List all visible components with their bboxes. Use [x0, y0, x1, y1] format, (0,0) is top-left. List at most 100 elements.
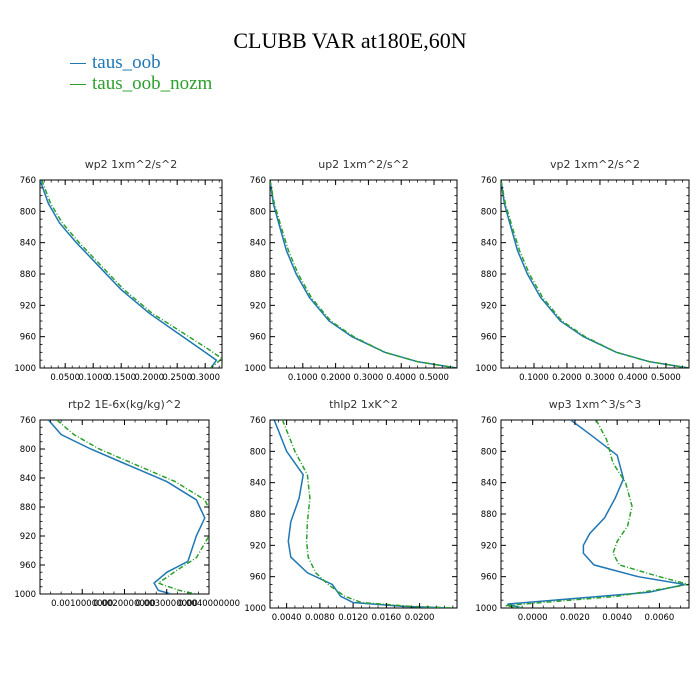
panel-3: rtp2 1E-6x(kg/kg)^2 760 800 840 880 920 960 100…	[14, 398, 240, 609]
y-tick-label: 920	[250, 541, 266, 551]
x-tick-label: 0.5000	[419, 373, 449, 383]
panel-title: vp2 1xm^2/s^2	[550, 158, 640, 171]
series-line-1	[281, 420, 457, 608]
x-tick-label: 0.0040	[602, 613, 632, 623]
y-tick-label: 760	[250, 176, 266, 186]
x-tick-label: 0.4000	[386, 373, 416, 383]
y-tick-label: 960	[481, 333, 497, 343]
y-tick-label: 800	[481, 447, 497, 457]
panel-2: vp2 1xm^2/s^2 760 800 840 880 920 960 1000 0.100…	[475, 158, 690, 383]
y-tick-label: 800	[20, 207, 36, 217]
series-line-1	[56, 420, 209, 594]
y-tick-label: 880	[20, 503, 36, 513]
y-tick-label: 800	[20, 445, 36, 455]
x-tick-label: 0.1000	[288, 373, 318, 383]
x-tick-label: 0.0200	[405, 613, 435, 623]
y-tick-label: 1000	[14, 590, 36, 600]
series-line-1	[505, 420, 689, 608]
series-line-0	[47, 420, 206, 594]
panel-1: up2 1xm^2/s^2 760 800 840 880 920 960 1000 0.100…	[244, 158, 458, 383]
series-line-0	[507, 420, 685, 608]
legend-entry-taus-oob-nozm: taus_oob_nozm	[70, 73, 212, 95]
panel-0: wp2 1xm^2/s^2 760 800 840 880 920 960 1000 0.050…	[14, 158, 223, 383]
x-tick-label: 0.4000	[618, 373, 648, 383]
plot-frame	[269, 419, 458, 609]
x-tick-label: 0.3000	[190, 373, 220, 383]
x-tick-label: 0.0030000000	[136, 599, 198, 609]
x-tick-label: 0.0160	[371, 613, 401, 623]
y-tick-label: 800	[250, 207, 266, 217]
series-line-0	[270, 180, 457, 368]
y-tick-label: 760	[250, 416, 266, 426]
series-line-0	[40, 180, 218, 368]
x-tick-label: 0.0020	[560, 613, 590, 623]
series-line-0	[273, 420, 449, 608]
y-tick-label: 1000	[475, 364, 497, 374]
x-tick-label: 0.0020000000	[93, 599, 155, 609]
x-tick-label: 0.0010000000	[51, 599, 113, 609]
x-tick-label: 0.1000	[78, 373, 108, 383]
page-title: CLUBB VAR at180E,60N	[233, 28, 467, 53]
y-tick-label: 840	[20, 474, 36, 484]
y-tick-label: 840	[481, 239, 497, 249]
x-tick-label: 0.0500	[50, 373, 80, 383]
plot-frame	[39, 179, 223, 369]
y-tick-label: 1000	[475, 604, 497, 614]
x-tick-label: 0.2000	[552, 373, 582, 383]
x-tick-label: 0.3000	[585, 373, 615, 383]
y-tick-label: 800	[481, 207, 497, 217]
x-tick-label: 0.2000	[321, 373, 351, 383]
y-tick-label: 1000	[14, 364, 36, 374]
y-tick-label: 760	[20, 416, 36, 426]
panel-title: thlp2 1xK^2	[329, 398, 398, 411]
panel-title: up2 1xm^2/s^2	[318, 158, 409, 171]
y-tick-label: 920	[481, 541, 497, 551]
x-tick-label: 0.0040000000	[178, 599, 240, 609]
y-tick-label: 920	[20, 301, 36, 311]
y-tick-label: 840	[20, 239, 36, 249]
y-tick-label: 840	[250, 479, 266, 489]
panel-title: wp3 1xm^3/s^3	[549, 398, 642, 411]
legend-line-icon	[70, 63, 86, 65]
x-tick-label: 0.0040	[272, 613, 302, 623]
y-tick-label: 880	[481, 510, 497, 520]
y-tick-label: 920	[481, 301, 497, 311]
panel-title: wp2 1xm^2/s^2	[85, 158, 178, 171]
y-tick-label: 760	[481, 176, 497, 186]
x-tick-label: 0.0120	[338, 613, 368, 623]
y-tick-label: 1000	[244, 364, 266, 374]
x-tick-label: 0.2500	[162, 373, 192, 383]
legend-label: taus_oob_nozm	[92, 73, 213, 94]
panel-5: wp3 1xm^3/s^3 760 800 840 880 920 960 1000 0.000…	[475, 398, 690, 623]
y-tick-label: 960	[481, 573, 497, 583]
y-tick-label: 960	[250, 333, 266, 343]
plot-frame	[500, 179, 690, 369]
y-tick-label: 920	[250, 301, 266, 311]
legend-line-icon	[70, 84, 86, 86]
x-tick-label: 0.5000	[651, 373, 681, 383]
y-tick-label: 960	[250, 573, 266, 583]
y-tick-label: 880	[481, 270, 497, 280]
y-tick-label: 760	[20, 176, 36, 186]
x-tick-label: 0.1000	[519, 373, 549, 383]
x-tick-label: 0.3000	[354, 373, 384, 383]
x-tick-label: 0.2000	[134, 373, 164, 383]
y-tick-label: 880	[20, 270, 36, 280]
legend-label: taus_oob	[92, 52, 161, 73]
y-tick-label: 840	[250, 239, 266, 249]
x-tick-label: 0.0000	[518, 613, 548, 623]
y-tick-label: 960	[20, 561, 36, 571]
y-tick-label: 1000	[244, 604, 266, 614]
y-tick-label: 840	[481, 479, 497, 489]
series-line-1	[501, 180, 689, 368]
series-line-1	[40, 180, 222, 368]
legend-entry-taus-oob: taus_oob	[70, 52, 161, 74]
series-line-1	[270, 180, 457, 368]
y-tick-label: 800	[250, 447, 266, 457]
x-tick-label: 0.1500	[106, 373, 136, 383]
series-line-0	[501, 180, 689, 368]
panel-title: rtp2 1E-6x(kg/kg)^2	[68, 398, 181, 411]
y-tick-label: 880	[250, 270, 266, 280]
plot-frame	[39, 419, 210, 595]
